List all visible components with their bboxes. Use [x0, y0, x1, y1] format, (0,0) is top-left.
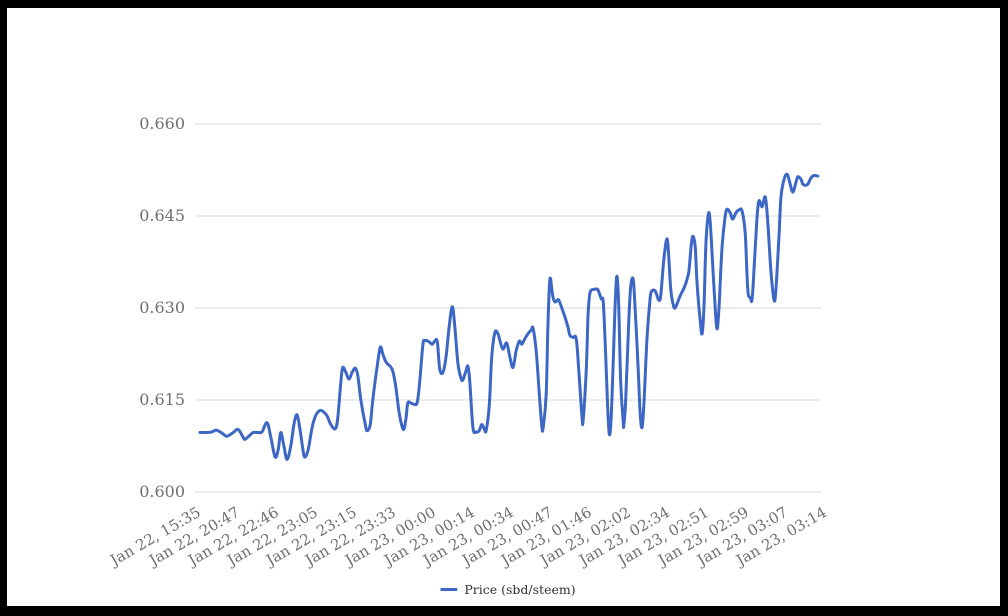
legend-label: Price (sbd/steem)	[464, 582, 576, 597]
y-axis-tick-label: 0.645	[139, 206, 185, 225]
y-axis-tick-label: 0.615	[139, 390, 185, 409]
price-line-series	[198, 172, 820, 461]
y-axis-tick-label: 0.660	[139, 114, 185, 133]
y-axis-tick-label: 0.630	[139, 298, 185, 317]
legend: Price (sbd/steem)	[440, 582, 576, 597]
legend-line-swatch-icon	[440, 588, 458, 591]
y-axis-tick-label: 0.600	[139, 482, 185, 501]
